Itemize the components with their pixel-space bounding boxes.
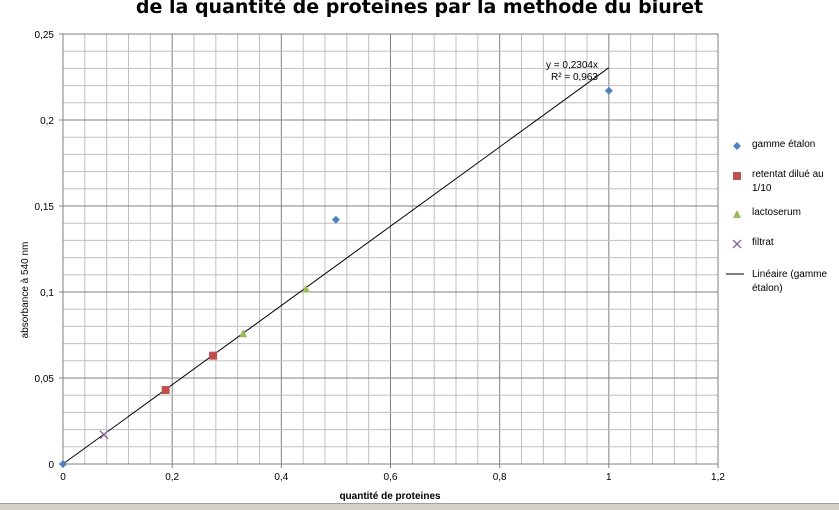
x-marker-icon: [732, 239, 742, 249]
legend-label: gamme étalon: [752, 139, 816, 150]
data-point-diamond: [331, 215, 340, 224]
y-axis-label: absorbance à 540 nm: [20, 242, 31, 339]
data-point-square: [161, 386, 170, 395]
data-point-x: [99, 430, 109, 440]
x-tick-label: 1,2: [711, 472, 725, 483]
data-point-diamond: [604, 86, 613, 95]
legend-label: retentat dilué au 1/10: [752, 169, 824, 194]
axes: [59, 33, 719, 468]
legend-item-lactoserum: lactoserum: [730, 206, 835, 220]
y-tick-label: 0,2: [40, 116, 54, 127]
legend-label: lactoserum: [752, 207, 801, 218]
x-tick-label: 0: [60, 472, 66, 483]
trendline-group: [62, 67, 610, 465]
chart-title: de la quantité de proteines par la metho…: [135, 0, 704, 18]
trendline: [62, 67, 610, 465]
legend-item-gamme-etalon: gamme étalon: [730, 138, 835, 152]
data-point-triangle: [301, 284, 310, 293]
trendline-equation: y = 0,2304x: [546, 60, 598, 71]
line-marker-icon: [726, 273, 744, 275]
tick-labels: 0 0,2 0,4 0,6 0,8 1 1,2 0 0,05 0,1 0,15 0,2 0,25: [35, 30, 726, 483]
triangle-marker-icon: [733, 210, 741, 218]
x-tick-label: 1: [606, 472, 612, 483]
data-point-diamond: [59, 460, 67, 468]
data-points: [59, 86, 613, 468]
trendline-r2: R² = 0,963: [551, 72, 598, 83]
legend-item-trendline: Linéaire (gamme étalon): [726, 268, 835, 296]
x-tick-label: 0,8: [493, 472, 507, 483]
window-status-bar: [0, 503, 839, 510]
y-tick-label: 0,05: [35, 374, 55, 385]
data-point-triangle: [239, 329, 248, 338]
legend-label: filtrat: [752, 237, 774, 248]
legend-item-retentat: retentat dilué au 1/10: [730, 168, 835, 196]
y-tick-label: 0,25: [35, 30, 55, 41]
x-axis-label: quantité de proteines: [339, 491, 441, 502]
y-tick-label: 0,15: [35, 202, 55, 213]
y-tick-label: 0: [48, 460, 54, 471]
legend-item-filtrat: filtrat: [730, 236, 835, 250]
data-point-square: [209, 351, 218, 360]
grid: [63, 34, 718, 464]
square-marker-icon: [733, 172, 741, 180]
diamond-marker-icon: [733, 142, 741, 150]
x-tick-label: 0,2: [165, 472, 179, 483]
x-tick-label: 0,4: [274, 472, 288, 483]
legend-label: Linéaire (gamme étalon): [752, 269, 828, 294]
y-tick-label: 0,1: [40, 288, 54, 299]
legend: gamme étalon retentat dilué au 1/10 lact…: [726, 138, 835, 306]
x-tick-label: 0,6: [384, 472, 398, 483]
